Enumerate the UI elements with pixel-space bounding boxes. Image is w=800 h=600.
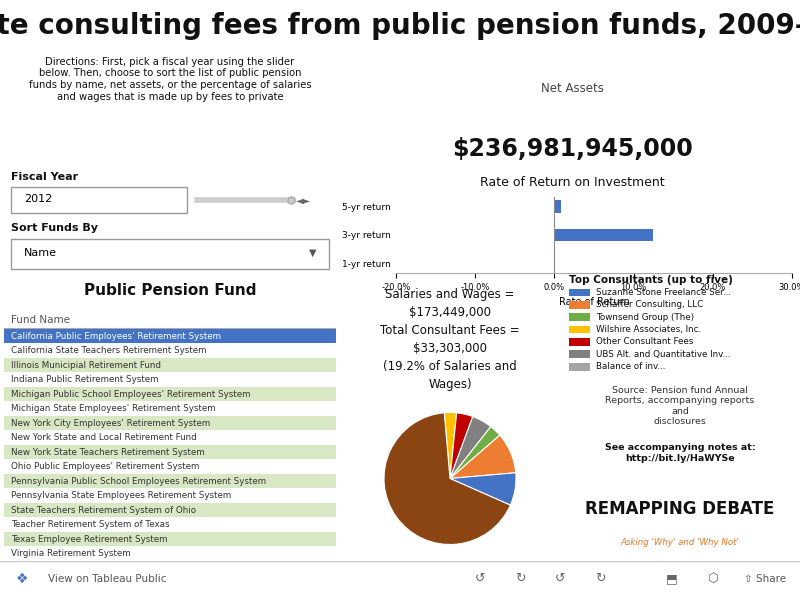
- Text: Fund Name: Fund Name: [10, 316, 70, 325]
- FancyBboxPatch shape: [10, 187, 186, 213]
- Text: Townsend Group (The): Townsend Group (The): [597, 313, 694, 322]
- X-axis label: Rate of Return: Rate of Return: [558, 297, 630, 307]
- Bar: [4, 460, 336, 474]
- Text: Fiscal Year: Fiscal Year: [10, 172, 78, 182]
- Wedge shape: [384, 413, 510, 544]
- Bar: [569, 326, 590, 334]
- Text: Texas Employee Retirement System: Texas Employee Retirement System: [10, 535, 167, 544]
- Text: Virginia Retirement System: Virginia Retirement System: [10, 549, 130, 558]
- Text: Rate of Return on Investment: Rate of Return on Investment: [480, 176, 664, 189]
- Bar: [4, 401, 336, 416]
- Text: View on Tableau Public: View on Tableau Public: [48, 574, 166, 584]
- Text: Illinois Municipial Retirement Fund: Illinois Municipial Retirement Fund: [10, 361, 161, 370]
- Text: Public Pension Fund: Public Pension Fund: [84, 283, 256, 298]
- Bar: [4, 532, 336, 547]
- Text: Other Consultant Fees: Other Consultant Fees: [597, 337, 694, 346]
- Bar: [4, 474, 336, 488]
- Bar: [569, 363, 590, 371]
- Text: California Public Employees' Retirement System: California Public Employees' Retirement …: [403, 57, 741, 70]
- Text: ⬡: ⬡: [706, 572, 718, 585]
- Bar: [4, 547, 336, 561]
- Text: REMAPPING DEBATE: REMAPPING DEBATE: [586, 499, 774, 517]
- Text: Pennsylvania Public School Employees Retirement System: Pennsylvania Public School Employees Ret…: [10, 476, 266, 485]
- Text: California Public Employees' Retirement System: California Public Employees' Retirement …: [10, 332, 221, 341]
- Text: California State Teachers Retirement System: California State Teachers Retirement Sys…: [10, 346, 206, 355]
- Text: ↻: ↻: [514, 572, 526, 585]
- Bar: [4, 358, 336, 373]
- Bar: [569, 289, 590, 296]
- Text: Balance of inv...: Balance of inv...: [597, 362, 666, 371]
- Text: Michigan State Employees' Retirement System: Michigan State Employees' Retirement Sys…: [10, 404, 215, 413]
- Text: ⇧ Share: ⇧ Share: [744, 574, 786, 584]
- Bar: [4, 503, 336, 517]
- Text: Private consulting fees from public pension funds, 2009-2012: Private consulting fees from public pens…: [0, 11, 800, 40]
- Wedge shape: [444, 413, 457, 479]
- Text: Teacher Retirement System of Texas: Teacher Retirement System of Texas: [10, 520, 170, 529]
- Wedge shape: [450, 435, 516, 479]
- Text: ▼: ▼: [309, 248, 316, 258]
- Text: ↺: ↺: [554, 572, 566, 585]
- Text: $236,981,945,000: $236,981,945,000: [452, 136, 692, 160]
- Bar: [4, 430, 336, 445]
- Bar: [569, 350, 590, 358]
- Text: New York City Employees' Retirement System: New York City Employees' Retirement Syst…: [10, 419, 210, 428]
- FancyBboxPatch shape: [10, 239, 330, 269]
- Text: New York State and Local Retirement Fund: New York State and Local Retirement Fund: [10, 433, 196, 442]
- Text: Suzanne Stone Freelance Ser...: Suzanne Stone Freelance Ser...: [597, 288, 731, 297]
- Text: UBS Alt. and Quantitative Inv...: UBS Alt. and Quantitative Inv...: [597, 350, 731, 359]
- Bar: [569, 301, 590, 308]
- Text: Directions: First, pick a fiscal year using the slider
below. Then, choose to so: Directions: First, pick a fiscal year us…: [29, 57, 311, 101]
- Text: Ohio Public Employees' Retirement System: Ohio Public Employees' Retirement System: [10, 462, 199, 471]
- Text: Pennsylvania State Employees Retirement System: Pennsylvania State Employees Retirement …: [10, 491, 231, 500]
- Text: ↻: ↻: [594, 572, 606, 585]
- Text: 2012: 2012: [24, 194, 52, 204]
- Text: Name: Name: [24, 248, 57, 258]
- Text: Source: Pension fund Annual
Reports, accompanying reports
and
disclosures: Source: Pension fund Annual Reports, acc…: [606, 386, 754, 426]
- Text: See accompanying notes at:
http://bit.ly/HaWYSe: See accompanying notes at: http://bit.ly…: [605, 443, 755, 463]
- Wedge shape: [450, 427, 500, 479]
- Bar: [554, 229, 654, 241]
- Text: Salaries and Wages =
$173,449,000
Total Consultant Fees =
$33,303,000
(19.2% of : Salaries and Wages = $173,449,000 Total …: [380, 288, 520, 391]
- Text: Net Assets: Net Assets: [541, 82, 603, 95]
- Bar: [554, 200, 561, 213]
- Text: Michigan Public School Employees' Retirement System: Michigan Public School Employees' Retire…: [10, 389, 250, 398]
- Text: New York State Teachers Retirement System: New York State Teachers Retirement Syste…: [10, 448, 204, 457]
- Text: Schaffer Consulting, LLC: Schaffer Consulting, LLC: [597, 300, 704, 309]
- Text: State Teachers Retirement System of Ohio: State Teachers Retirement System of Ohio: [10, 506, 196, 515]
- Bar: [4, 387, 336, 401]
- Bar: [4, 343, 336, 358]
- Wedge shape: [450, 413, 473, 479]
- Bar: [4, 416, 336, 430]
- Bar: [4, 445, 336, 460]
- Text: ❖: ❖: [16, 572, 29, 586]
- Text: Asking 'Why' and 'Why Not': Asking 'Why' and 'Why Not': [621, 538, 739, 547]
- Text: Sort Funds By: Sort Funds By: [10, 223, 98, 233]
- Text: Wilshire Associates, Inc.: Wilshire Associates, Inc.: [597, 325, 702, 334]
- Wedge shape: [450, 416, 491, 479]
- Text: ↺: ↺: [474, 572, 486, 585]
- Bar: [4, 488, 336, 503]
- Text: Indiana Public Retirement System: Indiana Public Retirement System: [10, 375, 158, 384]
- Bar: [569, 338, 590, 346]
- Bar: [569, 313, 590, 321]
- Wedge shape: [450, 473, 516, 505]
- Text: ⬒: ⬒: [666, 572, 678, 585]
- Text: Top Consultants (up to five): Top Consultants (up to five): [569, 275, 733, 285]
- Text: ◄►: ◄►: [296, 194, 311, 205]
- Bar: [4, 329, 336, 343]
- Bar: [4, 517, 336, 532]
- Bar: [4, 373, 336, 387]
